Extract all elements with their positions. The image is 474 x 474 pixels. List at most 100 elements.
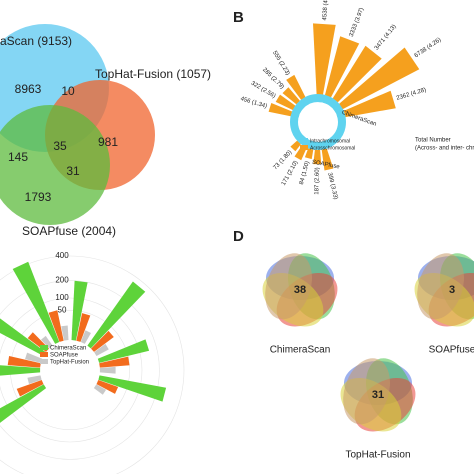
bar-base (308, 140, 315, 150)
bar (71, 280, 88, 341)
venn-title: SOAPfuse (429, 345, 474, 356)
legend-label: TopHat-Fusion (50, 360, 89, 366)
bar (61, 325, 69, 341)
venn-set (0, 105, 110, 225)
bar (268, 103, 293, 117)
set-label: TopHat-Fusion (1057) (95, 67, 211, 81)
bar (25, 352, 43, 363)
legend-label: SOAPfuse (50, 353, 79, 359)
bar-base (316, 94, 323, 103)
bar (87, 281, 146, 349)
bar-label: 2362 (4.28) (396, 87, 427, 102)
bar-base (314, 141, 321, 150)
bar (0, 365, 41, 376)
bar (80, 330, 91, 344)
region-count: 10 (61, 84, 75, 98)
bar (41, 335, 53, 349)
note: (Across- and inter- chromosomal rate) (415, 146, 474, 152)
venn-title: TopHat-Fusion (345, 450, 410, 461)
bar (0, 384, 47, 423)
bar-base (290, 111, 300, 118)
bar (12, 261, 60, 344)
bar-base (296, 100, 305, 110)
tick-label: 200 (55, 276, 69, 285)
region-count: 145 (8, 150, 28, 164)
tick-label: 50 (58, 305, 67, 314)
bar-label: 84 (1.50) (299, 161, 311, 186)
venn-set (343, 358, 391, 425)
bar (325, 36, 360, 98)
center-count: 3 (449, 284, 455, 296)
legend-swatch (40, 352, 48, 357)
grid-ring (0, 280, 160, 460)
bar (91, 330, 114, 352)
bar (0, 318, 46, 356)
group-name: SOAPfuse (311, 160, 340, 171)
note: Total Number (415, 138, 451, 144)
region-count: 1793 (25, 190, 52, 204)
bar (7, 356, 41, 368)
tick-label: 400 (55, 251, 69, 260)
region-count: 35 (53, 139, 67, 153)
panel-label: B (233, 9, 244, 26)
bar-label: 399 (3.33) (326, 172, 338, 200)
legend-label: Acrosschromosomal (310, 145, 355, 151)
bar (93, 384, 107, 395)
region-count: 981 (98, 135, 118, 149)
venn-set (417, 253, 465, 320)
legend-swatch (40, 359, 48, 364)
bar-label: 4538 (4.30) (322, 0, 330, 21)
legend-swatch (40, 345, 48, 350)
bar (98, 375, 167, 402)
bar (275, 94, 296, 110)
bar (97, 339, 150, 363)
bar (96, 380, 119, 394)
bar-base (320, 141, 327, 150)
center-count: 38 (294, 284, 306, 296)
bar (48, 310, 64, 342)
grid-ring (0, 255, 185, 474)
set-label: SOAPfuse (2004) (22, 224, 116, 238)
tick-label: 100 (55, 293, 69, 302)
legend-swatch (300, 138, 308, 143)
bar-base (323, 94, 331, 105)
bar (27, 375, 42, 384)
center-count: 31 (372, 389, 384, 401)
bar (304, 148, 314, 160)
bar-base (333, 103, 343, 113)
bar (332, 45, 382, 103)
bar (343, 90, 396, 118)
bar (339, 47, 420, 110)
legend-swatch (300, 145, 308, 150)
bar (313, 23, 336, 95)
bar-base (328, 98, 338, 108)
bar-label: 555 (2.23) (271, 50, 291, 76)
region-count: 8963 (15, 82, 42, 96)
bar (76, 313, 91, 342)
bar (99, 366, 116, 374)
venn-title: ChimeraScan (270, 345, 331, 356)
bar-base (301, 97, 309, 106)
bar (313, 149, 322, 165)
bar-label: 3333 (3.97) (349, 7, 366, 38)
venn-set (265, 253, 313, 320)
bar (16, 380, 44, 397)
set-label: aScan (9153) (0, 34, 72, 48)
bar (286, 74, 306, 100)
bar-label: 6738 (4.26) (414, 37, 443, 59)
legend-label: ChimeraScan (50, 346, 86, 352)
legend-label: Intrachromosomal (310, 138, 350, 144)
panel-label: D (233, 228, 244, 245)
bar-label: 187 (2.60) (314, 167, 320, 194)
bar (99, 356, 130, 368)
bar-base (336, 110, 346, 119)
bar (282, 87, 300, 105)
bar (321, 148, 334, 171)
bar-label: 322 (2.56) (250, 81, 277, 100)
bar-base (292, 105, 302, 114)
region-count: 31 (66, 164, 80, 178)
bar-label: 456 (1.34) (240, 96, 268, 110)
grid-ring (0, 297, 143, 443)
